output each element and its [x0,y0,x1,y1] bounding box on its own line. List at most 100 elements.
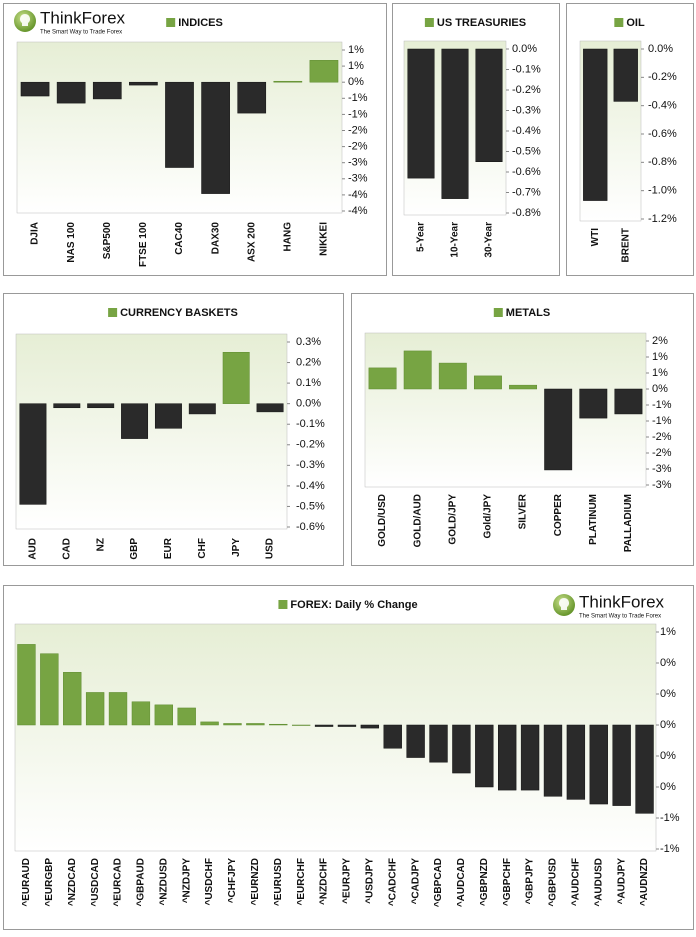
y-tick-label: 0.1% [296,377,321,389]
y-tick-label: -0.2% [512,84,541,96]
y-tick-label: -0.8% [512,207,541,219]
y-tick-label: -4% [348,189,368,201]
y-tick-label: -1.2% [648,213,677,225]
y-tick-label: 1% [652,351,668,363]
x-tick-label: ^AUDCHF [571,858,582,906]
bar [129,81,158,86]
x-tick-label: ^GBPJPY [525,858,536,905]
bar [20,81,50,97]
bar [222,352,250,404]
y-tick-label: -3% [348,157,368,169]
y-tick-label: -0.6% [296,521,325,533]
y-tick-label: -0.3% [512,104,541,116]
y-tick-label: 0.0% [296,398,321,410]
chart-title: CURRENCY BASKETS [120,307,238,319]
logo-name: ThinkForex [40,8,126,27]
x-tick-label: FTSE 100 [138,222,149,267]
bar [589,724,608,805]
y-tick-label: -0.4% [648,100,677,112]
y-tick-label: -1% [348,108,368,120]
bar [56,81,86,104]
x-tick-label: 30-Year [484,222,495,258]
logo-tagline: The Smart Way to Trade Forex [579,614,661,620]
x-tick-label: ^EURNZD [250,858,261,906]
bar [543,724,563,797]
y-tick-label: -1.0% [648,185,677,197]
x-tick-label: ^NZDCHF [319,858,330,905]
y-tick-label: -2% [348,141,368,153]
x-tick-label: ^EURCAD [113,858,124,907]
bar [337,724,357,727]
bar [407,48,435,179]
x-tick-label: ^GBPAUD [136,858,147,906]
x-tick-label: NIKKEI [319,222,330,256]
y-tick-label: 2% [652,335,668,347]
bar [154,403,182,429]
x-tick-label: ^CADJPY [410,858,421,905]
x-tick-label: AUD [28,538,39,560]
y-tick-label: -0.7% [512,186,541,198]
bar [223,723,242,726]
bar [583,48,608,201]
x-tick-label: ^AUDJPY [616,858,627,905]
bar [429,724,448,763]
x-tick-label: ^GBPUSD [548,858,559,907]
legend-swatch [278,600,288,609]
bar [475,48,503,162]
bar [19,403,47,505]
bar [403,350,432,390]
y-tick-label: 1% [348,60,364,72]
x-tick-label: ^EURCHF [296,858,307,906]
x-tick-label: ^AUDUSD [593,858,604,907]
x-tick-label: BRENT [620,228,631,262]
y-tick-label: 0% [348,76,364,88]
y-tick-label: -0.2% [296,439,325,451]
chart-title: US TREASURIES [437,17,526,29]
bar [309,60,339,83]
legend-swatch [166,18,176,27]
y-tick-label: 0.0% [648,43,673,55]
bar [475,724,494,788]
y-tick-label: 1% [660,626,676,638]
x-tick-label: ^GBPNZD [479,858,490,906]
bar [131,701,151,726]
y-tick-label: -2% [652,431,672,443]
logo: ThinkForex The Smart Way to Trade Forex [14,8,126,36]
bar [87,403,115,409]
x-tick-label: DJIA [30,222,41,245]
bar [201,81,230,194]
bar [438,362,467,390]
x-tick-label: COPPER [553,493,564,536]
y-tick-label: -2% [652,447,672,459]
x-tick-label: CAC40 [174,222,185,255]
y-tick-label: -0.2% [648,71,677,83]
bar [63,672,82,726]
bar [273,80,303,83]
y-tick-label: -0.6% [648,128,677,140]
bar [177,707,196,726]
x-tick-label: ASX 200 [246,222,257,262]
x-tick-label: NZ [95,538,106,551]
x-tick-label: ^AUDNZD [639,858,650,906]
x-tick-label: ^CHFJPY [227,858,238,904]
y-tick-label: 1% [652,367,668,379]
y-tick-label: 0.0% [512,43,537,55]
y-tick-label: -0.1% [296,418,325,430]
x-tick-label: GOLD/JPY [447,494,458,545]
bar [188,403,216,415]
y-tick-label: -0.4% [296,480,325,492]
bar [441,48,469,199]
bar [200,721,219,726]
x-tick-label: GBP [129,538,140,560]
x-tick-label: DAX30 [210,222,221,255]
bar [92,81,122,100]
x-tick-label: PLATINUM [588,494,599,545]
y-tick-label: -1% [348,92,368,104]
y-tick-label: -1% [652,399,672,411]
chart-title: INDICES [178,17,223,29]
y-tick-label: -0.5% [512,145,541,157]
x-tick-label: ^AUDCAD [456,858,467,907]
x-tick-label: USD [265,538,276,559]
bar [544,388,573,471]
bar [121,403,149,439]
